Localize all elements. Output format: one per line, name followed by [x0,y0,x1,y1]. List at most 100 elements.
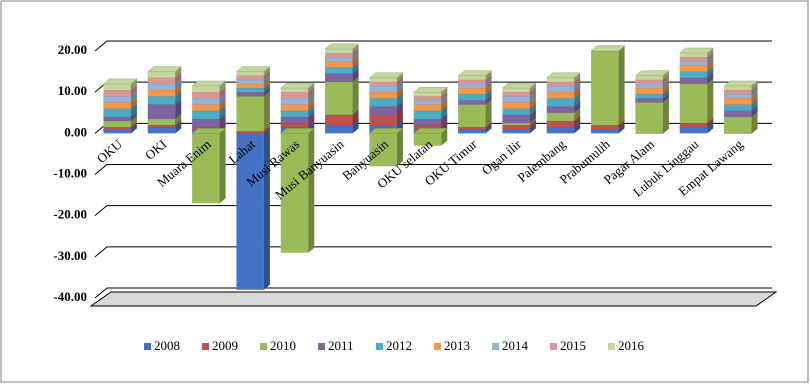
bar-side [263,128,270,290]
bar-side [529,103,536,115]
bar-front [679,53,708,58]
grid-line [94,40,772,52]
bar-side [308,111,315,124]
bar-side [396,87,403,99]
bar-front [679,77,708,84]
bar-side [396,101,403,115]
y-tick-label: -20.00 [53,207,87,222]
bar-front [546,112,575,121]
bar-side [441,87,448,97]
bar-front [679,123,708,128]
bar-side [130,91,137,103]
bar-front [325,57,353,62]
bar-side [662,89,669,99]
bar-front [369,81,397,86]
bar-side [618,46,625,126]
bar [634,97,670,134]
bar-front [546,98,575,107]
legend-label: 2014 [502,338,529,353]
bar-front [325,67,353,74]
legend-label: 2009 [212,338,238,353]
bar-top [147,66,182,72]
bar [191,80,227,93]
bar-front [369,114,397,126]
bar [723,80,759,91]
bar-side [707,48,714,58]
bar [280,82,315,93]
bar-front [458,100,486,105]
legend-label: 2016 [618,338,645,353]
bar-side [263,78,270,89]
y-tick-label: -10.00 [53,165,87,180]
bar-top [102,78,138,85]
bar-side [751,93,758,105]
bar-side [751,105,758,117]
bar-top [368,72,404,79]
bar-front [236,92,264,97]
bar-side [574,76,581,86]
bar-front [724,116,752,134]
bar-side [130,103,137,117]
bar-side [574,93,581,107]
bar-front [546,81,575,86]
bar-front [591,125,619,130]
bar-side [574,107,581,121]
bar-top [235,66,271,72]
bar-side [263,66,270,76]
bar-top [679,47,714,54]
bar-side [130,115,137,128]
bar-side [529,120,536,130]
bar-side [441,120,448,130]
bar-side [263,74,270,84]
floor [89,291,778,307]
bar-front [103,129,131,134]
bar-side [219,99,226,111]
bar-side [308,105,315,117]
bar-front [591,129,619,134]
bar-top [324,43,360,50]
bar-side [707,56,714,66]
bar-side [529,124,536,134]
bar-front [325,114,353,126]
bar-front [369,98,397,107]
bar-side [396,80,403,93]
bar [501,82,537,93]
bar-front [192,133,220,204]
bar [368,72,404,82]
bar-front [635,83,663,89]
bar [368,128,404,167]
grid-line [94,205,772,217]
bar-front [546,106,575,113]
bar-side [219,87,226,99]
bar [634,70,670,80]
bar-side [308,99,315,111]
bar-front [724,104,752,111]
bar-front [502,92,530,97]
bar-front [635,102,663,134]
bar-top [457,70,493,76]
bar-top [368,128,404,134]
legend-swatch [550,343,557,350]
bar [191,128,227,204]
bar [235,66,271,76]
bar-side [485,99,492,128]
bar-side [485,95,492,105]
bar-front [147,83,176,91]
bar-front [546,92,575,99]
bar-front [679,83,708,124]
bar-side [529,87,536,97]
legend-swatch [434,343,441,350]
bar [590,45,626,126]
bar-side [219,122,226,130]
bar-front [280,133,309,253]
bar-front [325,125,353,134]
bar-side [441,113,448,126]
bar-side [175,91,182,105]
bar-top [280,128,315,134]
bar-side [308,128,315,253]
bar-front [236,88,264,93]
y-tick-label: 20.00 [58,42,87,57]
bar-side [707,78,714,124]
bar-front [502,129,530,134]
bar [324,76,360,115]
